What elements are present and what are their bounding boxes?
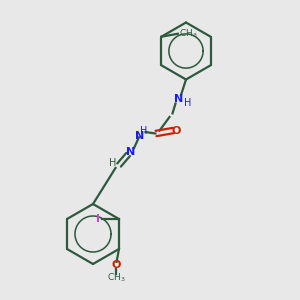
Text: H: H <box>140 126 147 136</box>
Text: N: N <box>174 94 183 104</box>
Text: CH$_3$: CH$_3$ <box>107 271 125 284</box>
Text: N: N <box>126 146 135 157</box>
Text: H: H <box>109 158 116 168</box>
Text: H: H <box>184 98 191 108</box>
Text: N: N <box>135 130 144 141</box>
Text: CH$_3$: CH$_3$ <box>179 28 198 40</box>
Text: O: O <box>111 260 121 271</box>
Text: I: I <box>96 214 100 224</box>
Text: O: O <box>172 125 181 136</box>
